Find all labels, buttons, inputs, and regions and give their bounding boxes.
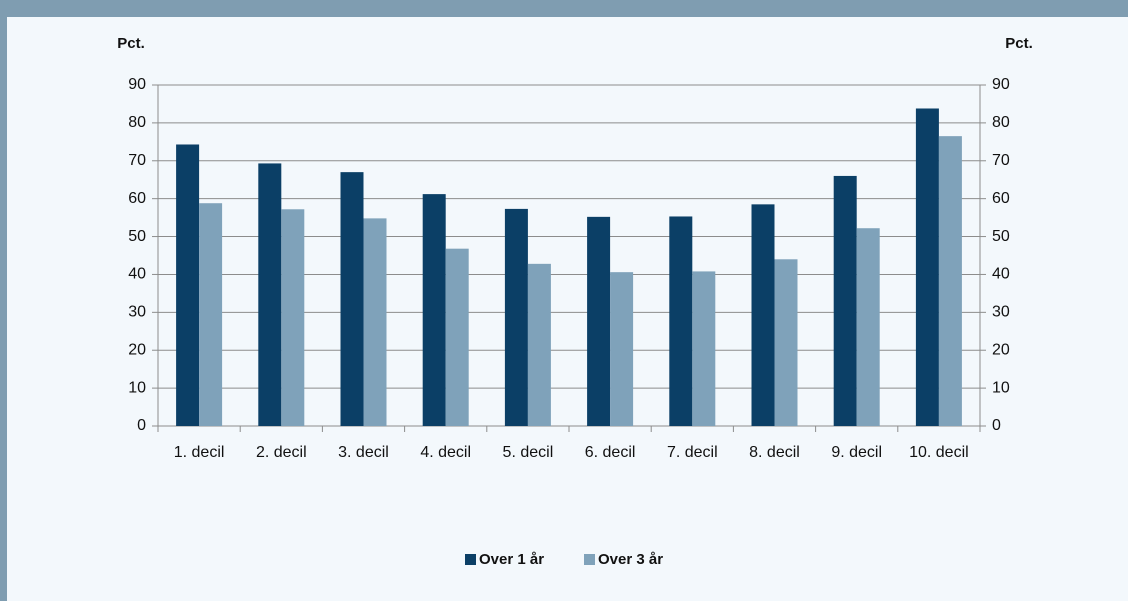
- y2-tick-label: 20: [992, 341, 1010, 358]
- legend-label: Over 1 år: [479, 551, 544, 568]
- y2-tick-label: 50: [992, 228, 1010, 245]
- y2-tick-label: 80: [992, 114, 1010, 131]
- bar: [938, 136, 962, 426]
- bar: [176, 144, 200, 427]
- x-tick-label: 6. decil: [585, 444, 636, 461]
- bar: [340, 172, 364, 426]
- y-tick-label: 40: [128, 266, 146, 283]
- left-border: [0, 0, 7, 601]
- y-tick-label: 90: [128, 76, 146, 93]
- y2-tick-label: 90: [992, 76, 1010, 93]
- x-tick-label: 4. decil: [420, 444, 471, 461]
- x-tick-label: 7. decil: [667, 444, 718, 461]
- bar: [445, 248, 469, 426]
- y2-tick-label: 10: [992, 379, 1010, 396]
- legend-label: Over 3 år: [598, 551, 663, 568]
- bar: [751, 204, 775, 426]
- y-tick-label: 80: [128, 114, 146, 131]
- y-tick-label: 20: [128, 341, 146, 358]
- y2-tick-label: 60: [992, 190, 1010, 207]
- bar: [422, 194, 446, 426]
- y2-tick-label: 40: [992, 266, 1010, 283]
- x-tick-label: 9. decil: [831, 444, 882, 461]
- bar: [527, 263, 551, 426]
- legend-swatch: [465, 554, 476, 565]
- x-tick-label: 10. decil: [909, 444, 969, 461]
- bar: [587, 216, 611, 426]
- bar: [692, 271, 716, 426]
- bar: [774, 259, 798, 426]
- y2-tick-label: 30: [992, 304, 1010, 321]
- bar: [504, 208, 528, 426]
- y-tick-label: 0: [137, 417, 146, 434]
- y-tick-label: 30: [128, 304, 146, 321]
- x-tick-label: 2. decil: [256, 444, 307, 461]
- bar: [363, 218, 387, 426]
- y2-tick-label: 70: [992, 152, 1010, 169]
- bar: [856, 228, 880, 426]
- bar: [610, 272, 634, 426]
- x-tick-label: 8. decil: [749, 444, 800, 461]
- bar: [669, 216, 693, 426]
- y-tick-label: 70: [128, 152, 146, 169]
- x-tick-label: 3. decil: [338, 444, 389, 461]
- header-band: [0, 0, 1128, 17]
- bar: [915, 108, 939, 426]
- y-tick-label: 60: [128, 190, 146, 207]
- x-tick-label: 1. decil: [174, 444, 225, 461]
- x-tick-label: 5. decil: [503, 444, 554, 461]
- legend-swatch: [584, 554, 595, 565]
- bar: [281, 209, 305, 426]
- y2-axis-label: Pct.: [1005, 35, 1033, 52]
- bar: [258, 163, 282, 426]
- bar: [833, 175, 857, 426]
- y2-tick-label: 0: [992, 417, 1001, 434]
- y-axis-label: Pct.: [117, 35, 145, 52]
- y-tick-label: 50: [128, 228, 146, 245]
- y-tick-label: 10: [128, 379, 146, 396]
- bar: [199, 203, 223, 426]
